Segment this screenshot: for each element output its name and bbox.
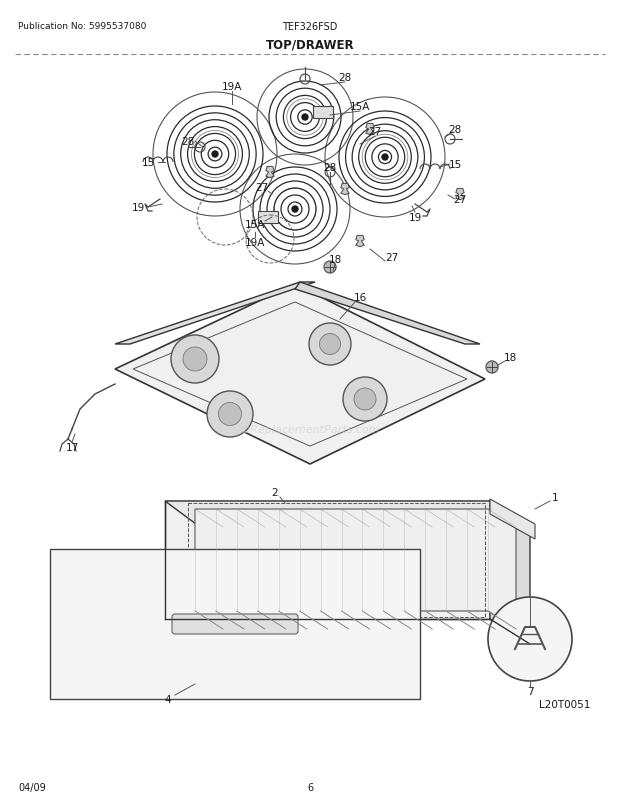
Circle shape	[486, 362, 498, 374]
Text: TOP/DRAWER: TOP/DRAWER	[266, 38, 354, 51]
Polygon shape	[295, 282, 480, 345]
Text: 18: 18	[503, 353, 516, 363]
Text: 15: 15	[448, 160, 462, 170]
Ellipse shape	[171, 335, 219, 383]
Circle shape	[302, 115, 308, 121]
Text: 27: 27	[386, 253, 399, 263]
Text: 16: 16	[353, 293, 366, 302]
Text: 28: 28	[339, 73, 352, 83]
Text: L20T0051: L20T0051	[539, 699, 590, 709]
Polygon shape	[490, 500, 535, 539]
Text: 15A: 15A	[245, 220, 265, 229]
Text: 19A: 19A	[222, 82, 242, 92]
Text: 19: 19	[409, 213, 422, 223]
Text: 28: 28	[448, 125, 462, 135]
Text: Publication No: 5995537080: Publication No: 5995537080	[18, 22, 146, 31]
Ellipse shape	[183, 347, 207, 371]
Ellipse shape	[319, 334, 340, 355]
Ellipse shape	[218, 403, 242, 426]
Text: 27: 27	[255, 183, 268, 192]
Text: 6: 6	[307, 782, 313, 792]
Ellipse shape	[309, 323, 351, 366]
Text: 17: 17	[65, 443, 79, 452]
Text: 1: 1	[552, 492, 559, 502]
Text: 27: 27	[453, 195, 467, 205]
Text: 7: 7	[526, 687, 533, 696]
Circle shape	[324, 261, 336, 273]
Circle shape	[212, 152, 218, 158]
Polygon shape	[356, 236, 364, 247]
FancyBboxPatch shape	[172, 614, 298, 634]
Polygon shape	[50, 549, 420, 699]
Text: 4: 4	[165, 695, 171, 704]
Polygon shape	[195, 509, 516, 630]
Ellipse shape	[354, 388, 376, 411]
Polygon shape	[366, 124, 374, 136]
Polygon shape	[490, 501, 530, 644]
Text: 27: 27	[368, 127, 382, 137]
Ellipse shape	[207, 391, 253, 437]
Polygon shape	[456, 189, 464, 200]
Text: TEF326FSD: TEF326FSD	[282, 22, 338, 32]
Circle shape	[488, 597, 572, 681]
FancyBboxPatch shape	[313, 107, 333, 119]
Text: 2: 2	[272, 488, 278, 497]
Text: 18: 18	[329, 255, 342, 265]
Polygon shape	[165, 501, 490, 619]
Polygon shape	[341, 184, 349, 196]
Text: 19A: 19A	[245, 237, 265, 248]
Ellipse shape	[343, 378, 387, 422]
Text: 28: 28	[324, 163, 337, 172]
Circle shape	[382, 155, 388, 160]
Polygon shape	[266, 167, 274, 178]
FancyBboxPatch shape	[258, 212, 278, 224]
Text: 04/09: 04/09	[18, 782, 46, 792]
Text: 15: 15	[141, 158, 154, 168]
Text: 19: 19	[131, 203, 144, 213]
Polygon shape	[115, 285, 485, 464]
Circle shape	[292, 207, 298, 213]
Text: ©ReplacementParts.com: ©ReplacementParts.com	[240, 424, 380, 435]
Polygon shape	[115, 282, 315, 345]
Polygon shape	[165, 501, 530, 528]
Text: 28: 28	[182, 137, 195, 147]
Text: 15A: 15A	[350, 102, 370, 111]
